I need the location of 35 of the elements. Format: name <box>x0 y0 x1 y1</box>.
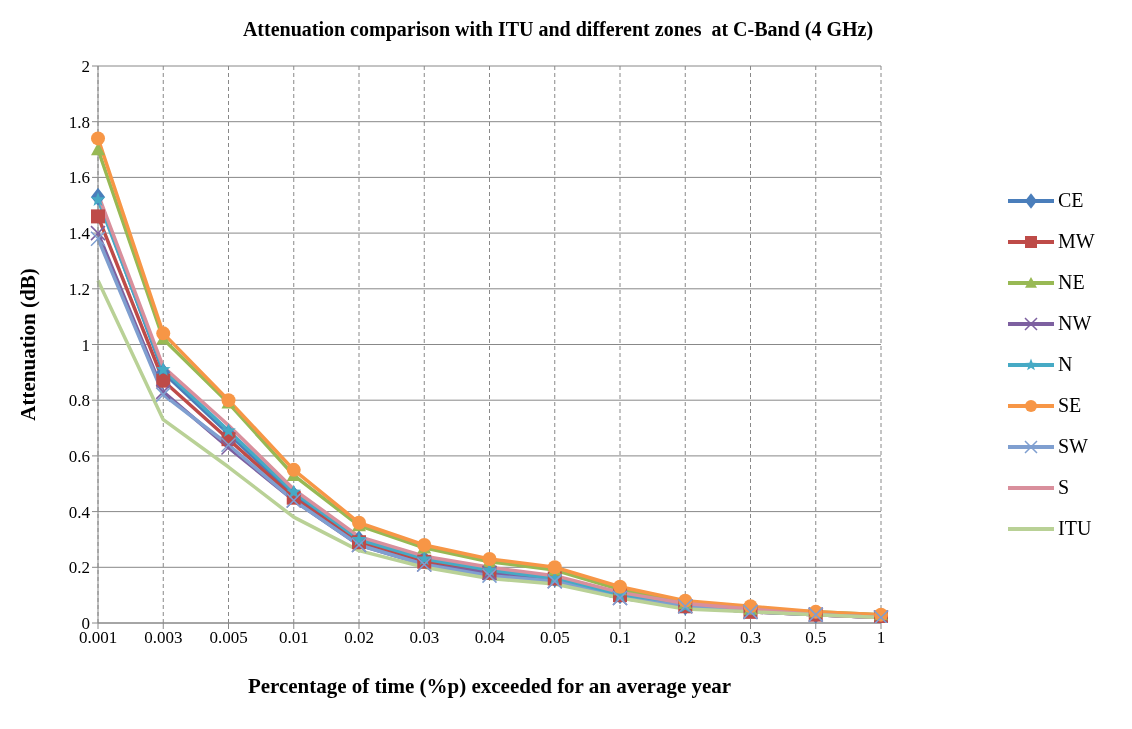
x-axis-title: Percentage of time (%p) exceeded for an average year <box>247 674 732 698</box>
y-tick-label: 1.8 <box>68 112 90 132</box>
y-tick-label: 1.2 <box>68 279 90 299</box>
y-tick-label: 0.8 <box>68 391 90 411</box>
x-tick-label: 0.04 <box>474 628 505 648</box>
legend-label: MW <box>1058 230 1095 253</box>
x-tick-label: 0.001 <box>78 628 118 648</box>
x-tick-label: 0.05 <box>539 628 570 648</box>
chart-title: Attenuation comparison with ITU and different zones at C-Band (4 GHz) <box>241 18 875 41</box>
legend-label: S <box>1058 476 1070 499</box>
y-tick-label: 0.2 <box>68 558 90 578</box>
x-tick-label: 0.2 <box>674 628 696 648</box>
x-tick-label: 0.5 <box>805 628 827 648</box>
y-tick-label: 0.6 <box>68 446 90 466</box>
legend-label: NW <box>1058 312 1092 335</box>
x-tick-label: 0.01 <box>278 628 309 648</box>
legend-label: SE <box>1058 394 1082 417</box>
y-tick-label: 1 <box>81 335 90 355</box>
legend-label: ITU <box>1058 517 1092 540</box>
x-tick-label: 0.005 <box>209 628 248 648</box>
y-tick-label: 0.4 <box>68 502 91 522</box>
legend-label: SW <box>1058 435 1088 458</box>
y-tick-label: 1.4 <box>68 224 91 244</box>
legend-label: NE <box>1058 271 1085 294</box>
legend-label: N <box>1058 353 1073 376</box>
x-tick-label: 0.3 <box>739 628 762 648</box>
y-tick-label: 2 <box>81 57 90 77</box>
x-tick-label: 1 <box>876 628 886 648</box>
x-tick-label: 0.03 <box>409 628 440 648</box>
x-tick-label: 0.003 <box>144 628 183 648</box>
x-tick-label: 0.1 <box>609 628 631 648</box>
legend-label: CE <box>1058 189 1084 212</box>
y-axis-title: Attenuation (dB) <box>16 268 41 421</box>
x-tick-label: 0.02 <box>344 628 374 648</box>
y-tick-label: 1.6 <box>68 168 90 188</box>
